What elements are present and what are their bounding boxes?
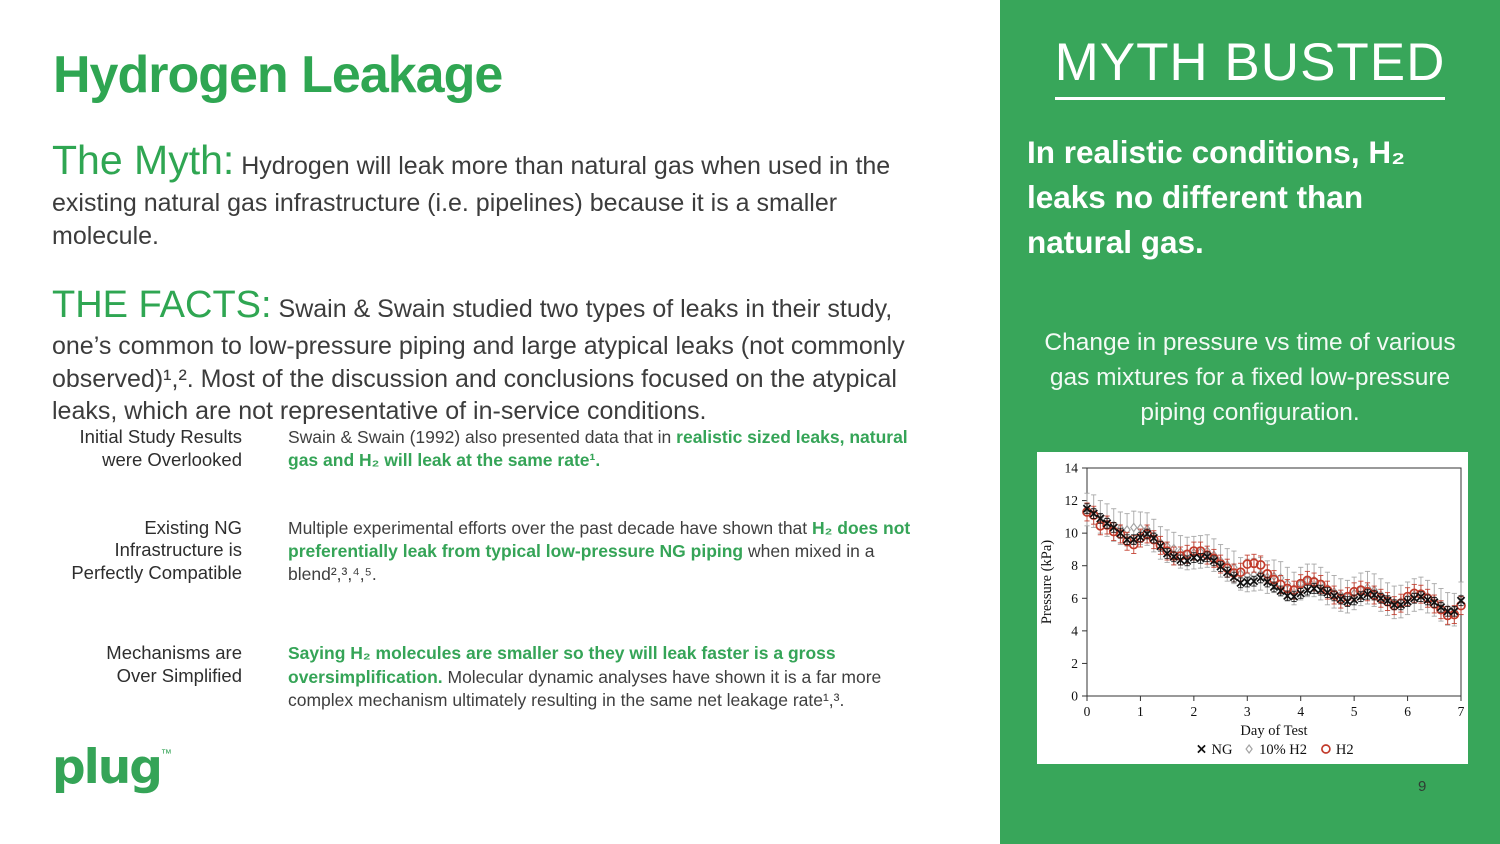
svg-text:Pressure (kPa): Pressure (kPa) <box>1039 540 1055 624</box>
page-title: Hydrogen Leakage <box>53 45 503 104</box>
key-point-row: Initial Study Results were Overlooked Sw… <box>60 426 965 473</box>
key-points-list: Initial Study Results were Overlooked Sw… <box>60 426 965 712</box>
svg-text:4: 4 <box>1297 704 1304 719</box>
facts-paragraph: THE FACTS: Swain & Swain studied two typ… <box>52 281 952 428</box>
key-point-label: Initial Study Results were Overlooked <box>79 426 242 470</box>
plug-logo-wordmark: plug <box>52 740 163 795</box>
key-point-body: Swain & Swain (1992) also presented data… <box>288 427 908 471</box>
svg-text:0: 0 <box>1071 689 1078 704</box>
svg-text:1: 1 <box>1137 704 1144 719</box>
svg-text:3: 3 <box>1244 704 1251 719</box>
key-point-label: Existing NG Infrastructure is Perfectly … <box>71 516 242 584</box>
page-number: 9 <box>1418 778 1427 795</box>
myth-label: The Myth: <box>52 137 235 183</box>
svg-text:6: 6 <box>1404 704 1411 719</box>
svg-text:10: 10 <box>1065 526 1079 541</box>
myth-paragraph: The Myth: Hydrogen will leak more than n… <box>52 133 942 253</box>
key-point-body: Multiple experimental efforts over the p… <box>288 517 911 585</box>
myth-busted-heading: MYTH BUSTED <box>1000 32 1500 100</box>
facts-label: THE FACTS: <box>52 284 272 326</box>
svg-text:5: 5 <box>1351 704 1358 719</box>
myth-text: Hydrogen will leak more than natural gas… <box>52 152 891 251</box>
svg-text:7: 7 <box>1458 704 1465 719</box>
conclusion-statement: In realistic conditions, H₂ leaks no dif… <box>1027 134 1406 261</box>
chart-caption: Change in pressure vs time of various ga… <box>1044 329 1456 426</box>
svg-text:2: 2 <box>1071 656 1078 671</box>
pressure-chart-card: 0 2 4 6 8 10 12 14 0 1 2 3 4 5 6 7 Day of Test Pressure (… <box>1037 452 1468 764</box>
svg-text:8: 8 <box>1071 558 1078 573</box>
key-point-body: Saying H₂ molecules are smaller so they … <box>288 643 882 710</box>
svg-text:2: 2 <box>1190 704 1197 719</box>
key-point-label: Mechanisms are Over Simplified <box>106 642 242 687</box>
svg-text:0: 0 <box>1084 704 1091 719</box>
plug-logo: plug™ <box>52 740 172 795</box>
key-point-row: Mechanisms are Over Simplified Saying H₂… <box>60 642 965 712</box>
svg-text:14: 14 <box>1065 461 1079 476</box>
svg-text:12: 12 <box>1065 493 1079 508</box>
slide-left-pane: Hydrogen Leakage The Myth: Hydrogen will… <box>52 45 965 795</box>
svg-text:Day of Test: Day of Test <box>1240 723 1307 739</box>
svg-text:6: 6 <box>1071 591 1078 606</box>
svg-text:10% H2: 10% H2 <box>1259 742 1307 758</box>
svg-text:NG: NG <box>1212 742 1233 758</box>
svg-text:4: 4 <box>1071 623 1078 638</box>
svg-text:H2: H2 <box>1336 742 1354 758</box>
facts-text: Swain & Swain studied two types of leaks… <box>52 295 905 426</box>
trademark-symbol: ™ <box>160 748 172 760</box>
key-point-row: Existing NG Infrastructure is Perfectly … <box>60 517 965 587</box>
myth-busted-panel: MYTH BUSTED In realistic conditions, H₂ … <box>1000 0 1500 844</box>
